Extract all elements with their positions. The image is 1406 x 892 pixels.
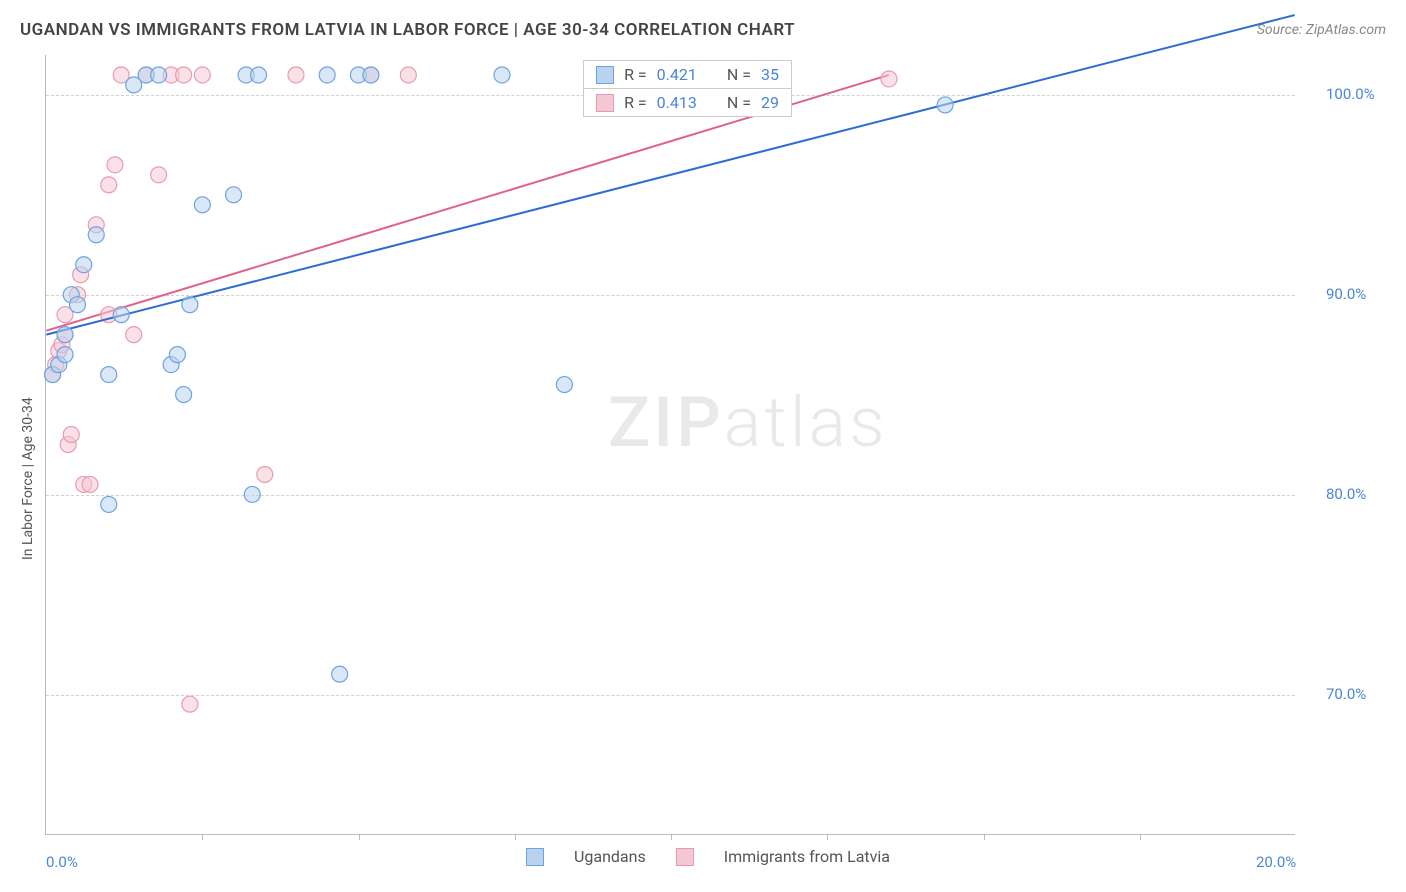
swatch-latvia-bottom	[676, 848, 694, 866]
correlation-row-ugandans: R = 0.421 N = 35	[584, 61, 791, 88]
y-tick-label: 70.0%	[1326, 685, 1366, 703]
correlation-legend: R = 0.421 N = 35 R = 0.413 N = 29	[583, 60, 792, 117]
scatter-svg	[46, 55, 1295, 834]
series-legend: Ugandans Immigrants from Latvia	[526, 847, 890, 866]
y-axis-title: In Labor Force | Age 30-34	[20, 397, 36, 560]
x-tick-label: 20.0%	[1256, 853, 1296, 871]
plot-area: 70.0%80.0%90.0%100.0%0.0%20.0% ZIPatlas …	[45, 55, 1295, 835]
correlation-row-latvia: R = 0.413 N = 29	[584, 88, 791, 116]
legend-label-latvia: Immigrants from Latvia	[724, 847, 890, 866]
y-tick-label: 90.0%	[1326, 285, 1366, 303]
swatch-latvia	[596, 94, 614, 112]
x-tick-label: 0.0%	[46, 853, 78, 871]
y-tick-label: 100.0%	[1326, 85, 1375, 103]
n-value-ugandans: 35	[761, 65, 779, 84]
chart-title: UGANDAN VS IMMIGRANTS FROM LATVIA IN LAB…	[20, 20, 795, 40]
r-value-latvia: 0.413	[657, 93, 697, 112]
r-value-ugandans: 0.421	[657, 65, 697, 84]
y-tick-label: 80.0%	[1326, 485, 1366, 503]
legend-label-ugandans: Ugandans	[574, 847, 646, 866]
swatch-ugandans	[596, 66, 614, 84]
source-attribution: Source: ZipAtlas.com	[1257, 22, 1386, 38]
swatch-ugandans-bottom	[526, 848, 544, 866]
chart-header: UGANDAN VS IMMIGRANTS FROM LATVIA IN LAB…	[20, 20, 1386, 40]
n-value-latvia: 29	[761, 93, 779, 112]
